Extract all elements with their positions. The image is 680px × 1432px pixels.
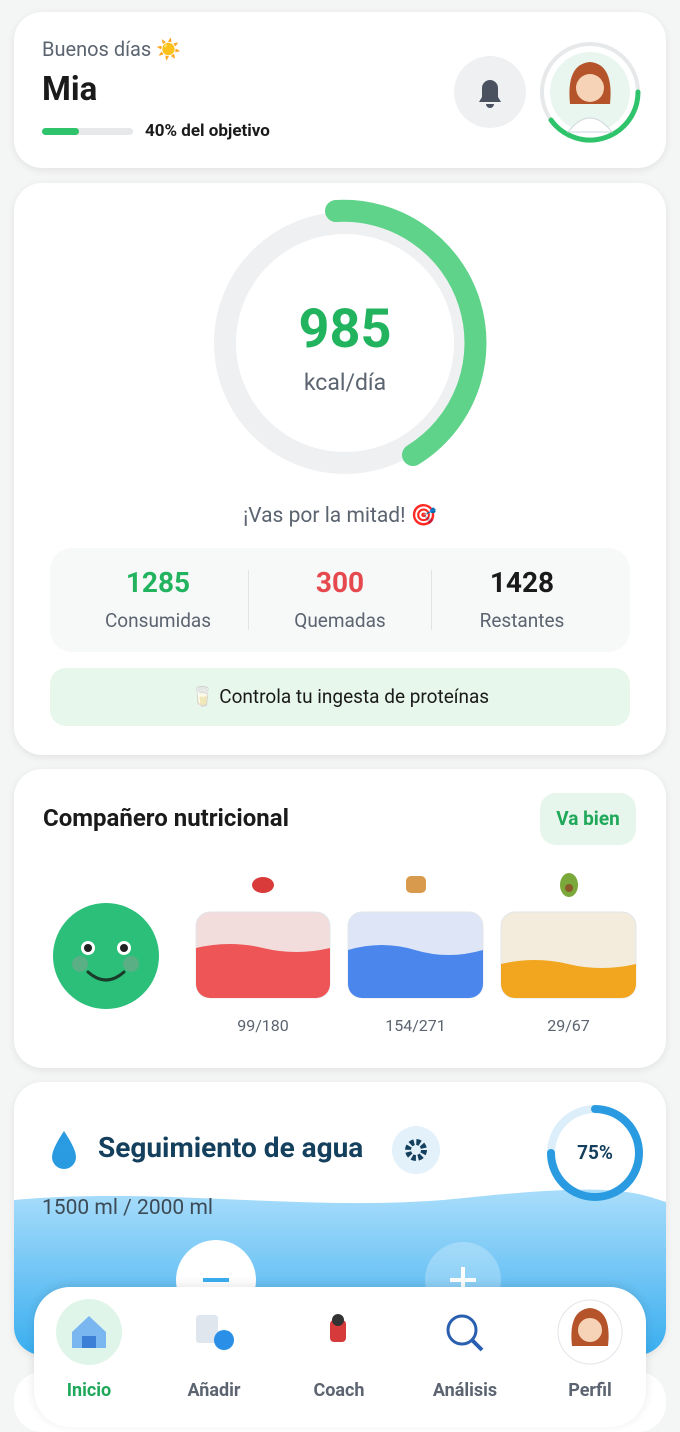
bottom-nav	[34, 1287, 646, 1427]
stats-box	[50, 548, 630, 652]
status-badge: Va bien	[540, 793, 636, 845]
stat-value: 1285	[125, 566, 191, 599]
nav-item[interactable]: Análisis	[432, 1380, 498, 1401]
calorie-value: 985	[298, 298, 392, 361]
nav-item[interactable]: Añadir	[187, 1380, 241, 1401]
nav-item[interactable]: Coach	[313, 1380, 365, 1401]
stat-label: Restantes	[479, 609, 565, 632]
bell-icon	[479, 80, 501, 108]
user-name: Mia	[42, 70, 98, 109]
progress-message: ¡Vas por la mitad! 🎯	[243, 504, 437, 528]
divider	[431, 570, 432, 630]
nav-item[interactable]: Inicio	[66, 1380, 112, 1401]
protein-tip[interactable]: 🥛 Controla tu ingesta de proteínas	[50, 668, 630, 726]
divider	[248, 570, 249, 630]
stat-value: 300	[315, 566, 365, 599]
goal-fill	[42, 128, 79, 135]
companion-title: Compañero nutricional	[43, 804, 289, 832]
companion-graphics	[53, 873, 637, 1009]
avatar[interactable]	[0, 0, 680, 200]
macro-label: 29/67	[547, 1016, 590, 1035]
macro-label: 99/180	[237, 1016, 289, 1035]
water-title: Seguimiento de agua	[98, 1131, 364, 1164]
calorie-unit: kcal/día	[303, 369, 387, 396]
greeting: Buenos días ☀️	[42, 37, 182, 61]
goal-track	[42, 128, 133, 135]
water-amount: 1500 ml / 2000 ml	[42, 1196, 213, 1220]
stat-value: 1428	[489, 566, 555, 599]
water-graphics	[52, 1105, 643, 1201]
macro-label: 154/271	[385, 1016, 446, 1035]
goal-label: 40% del objetivo	[145, 121, 270, 141]
water-percent: 75%	[577, 1141, 613, 1164]
calorie-ring	[214, 199, 487, 474]
nav-item[interactable]: Perfil	[568, 1380, 612, 1401]
stat-label: Quemadas	[294, 609, 386, 632]
notification-button[interactable]	[454, 56, 526, 128]
stat-label: Consumidas	[104, 609, 212, 632]
